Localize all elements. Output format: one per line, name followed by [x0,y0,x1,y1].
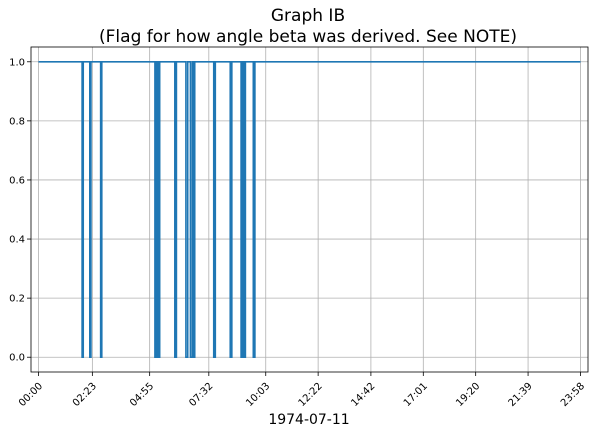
y-tick-label: 0.0 [9,353,25,364]
y-tick-label: 0.4 [9,235,25,246]
x-tick-label: 19:20 [454,381,482,409]
series-line [38,60,581,359]
x-tick-label: 00:00 [17,381,45,409]
x-axis-label: 1974-07-11 [268,412,349,428]
chart-title-line-2: (Flag for how angle beta was derived. Se… [99,27,517,47]
y-tick-label: 0.6 [9,175,25,186]
chart-title-line-1: Graph IB [271,6,345,26]
x-tick-label: 23:58 [559,381,587,409]
axis-ticks: 00:00 02:23 04:55 07:32 10:03 12:22 14:42 17:01… [9,57,587,409]
plot-area [38,60,581,359]
axes-frame [30,46,589,373]
x-tick-label: 17:01 [402,381,430,409]
grid [31,47,588,372]
y-tick-label: 0.2 [9,294,25,305]
y-tick-label: 0.8 [9,116,25,127]
x-tick-label: 14:42 [349,381,377,409]
x-tick-label: 21:39 [507,381,535,409]
x-tick-label: 10:03 [244,381,272,409]
x-tick-label: 02:23 [71,381,99,409]
x-tick-label: 04:55 [128,381,156,409]
y-tick-label: 1.0 [9,57,25,68]
x-tick-label: 12:22 [297,381,325,409]
x-tick-label: 07:32 [187,381,215,409]
